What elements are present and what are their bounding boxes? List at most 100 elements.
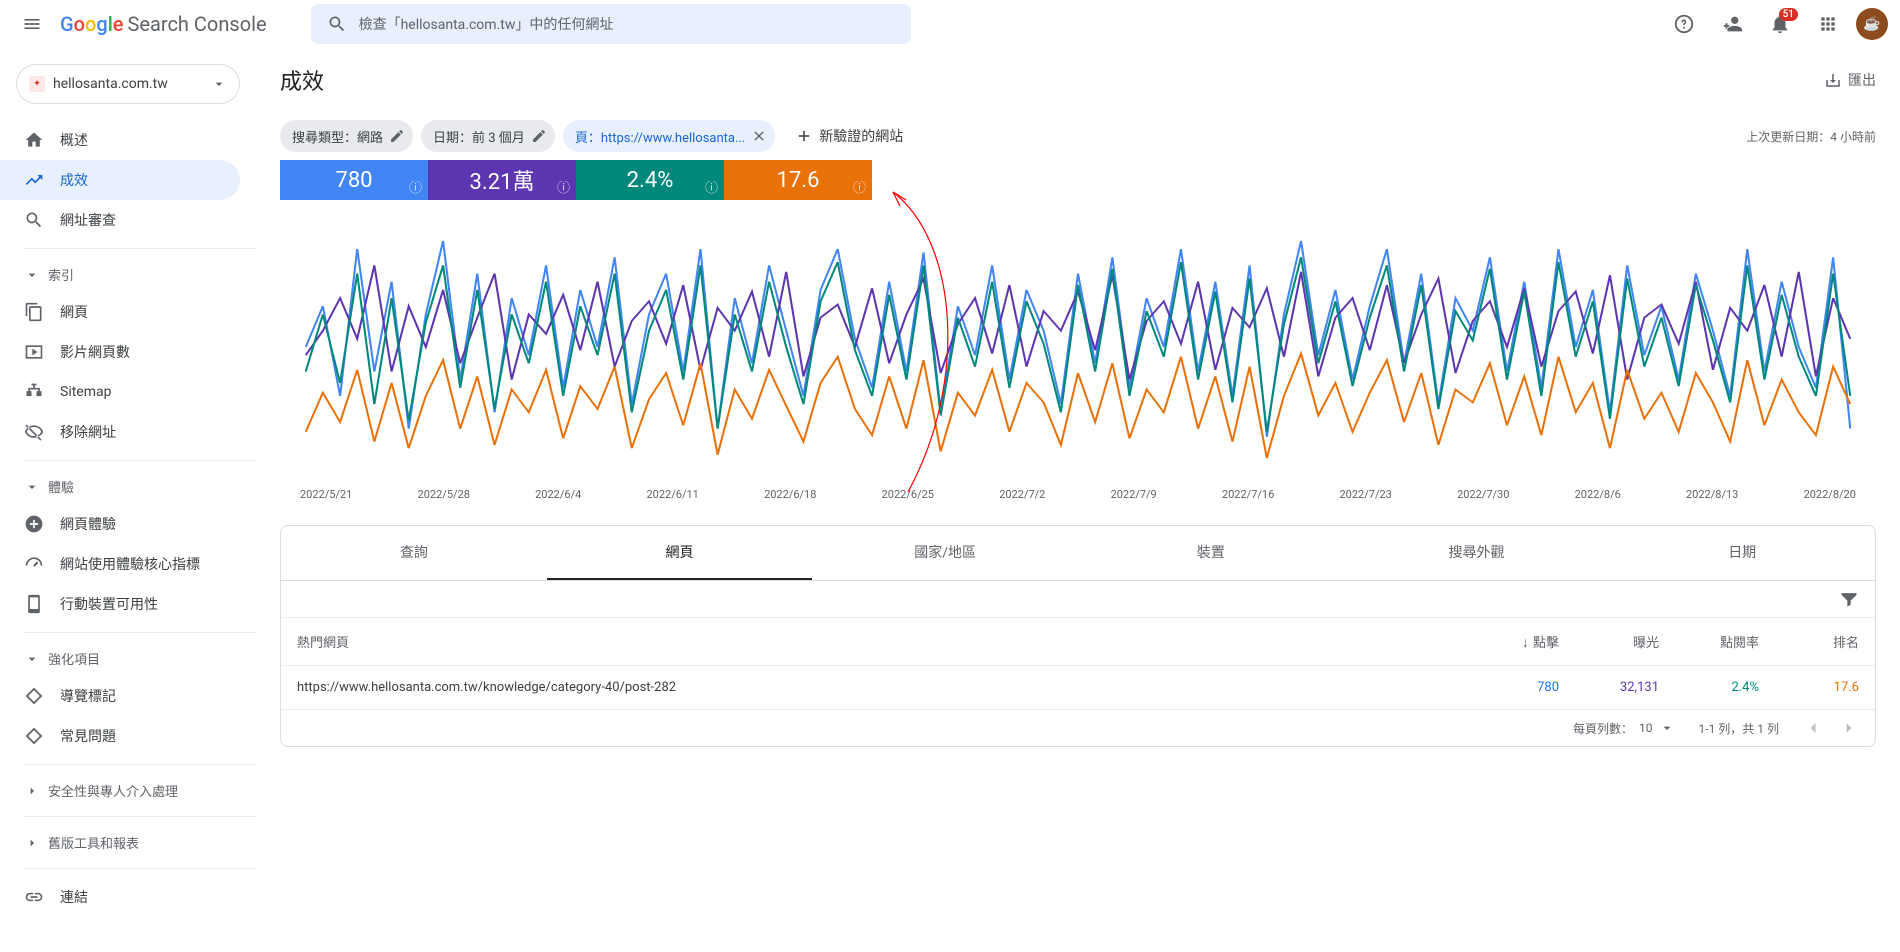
google-logo: Google [60,12,124,36]
product-logo[interactable]: Google Search Console [60,12,267,36]
help-button[interactable] [1664,4,1704,44]
nav-video[interactable]: 影片網頁數 [0,332,240,372]
nav-removals[interactable]: 移除網址 [0,412,240,452]
account-avatar[interactable]: ☕ [1856,8,1888,40]
property-selector[interactable]: ✦ hellosanta.com.tw [16,64,240,104]
add-filter-button[interactable]: 新驗證的網站 [783,126,915,146]
x-tick-label: 2022/6/18 [764,488,816,501]
search-icon [327,14,347,34]
help-icon[interactable]: ⓘ [853,177,866,196]
col-header-ctr[interactable]: 點閱率 [1659,632,1759,651]
x-tick-label: 2022/7/9 [1111,488,1157,501]
nav-mobile[interactable]: 行動裝置可用性 [0,584,240,624]
hamburger-menu[interactable] [12,4,52,44]
notif-badge: 51 [1779,8,1798,21]
pager-next[interactable] [1839,718,1859,738]
cell-pos: 17.6 [1759,680,1859,695]
notifications-button[interactable]: 51 [1760,4,1800,44]
nav-section-enhancements[interactable]: 強化項目 [0,641,256,676]
metric-card[interactable]: 780ⓘ [280,160,428,200]
help-icon[interactable]: ⓘ [557,177,570,196]
chevron-right-icon [1839,718,1859,738]
help-icon [1673,13,1695,35]
col-header-impr[interactable]: 曝光 [1559,632,1659,651]
tab[interactable]: 裝置 [1078,526,1344,580]
tab[interactable]: 搜尋外觀 [1344,526,1610,580]
filter-date[interactable]: 日期：前 3 個月 [421,120,555,152]
metric-value: 17.6 [777,168,820,193]
table-row[interactable]: https://www.hellosanta.com.tw/knowledge/… [281,666,1875,710]
nav-section-index[interactable]: 索引 [0,257,256,292]
nav-overview[interactable]: 概述 [0,120,240,160]
metrics-row: 780ⓘ 3.21萬 ⓘ 2.4% ⓘ 17.6 ⓘ [280,160,1876,200]
chevron-down-icon [24,267,40,283]
metric-card[interactable]: 17.6 ⓘ [724,160,872,200]
search-placeholder: 檢查「hellosanta.com.tw」中的任何網址 [359,14,614,34]
nav-performance[interactable]: 成效 [0,160,240,200]
apps-button[interactable] [1808,4,1848,44]
help-icon[interactable]: ⓘ [409,177,422,196]
tab[interactable]: 查詢 [281,526,547,580]
chart-series [306,354,1851,458]
nav-url-inspect[interactable]: 網址審查 [0,200,240,240]
nav-faq[interactable]: 常見問題 [0,716,240,756]
nav-divider [24,248,256,249]
people-button[interactable] [1712,4,1752,44]
col-header-clicks[interactable]: ↓點擊 [1459,632,1559,651]
tab[interactable]: 網頁 [547,526,813,580]
nav-sitemap[interactable]: Sitemap [0,372,240,412]
chart-x-axis: 2022/5/212022/5/282022/6/42022/6/112022/… [280,482,1876,501]
metric-value: 3.21萬 [470,164,535,196]
nav-pages[interactable]: 網頁 [0,292,240,332]
nav-cwv[interactable]: 網站使用體驗核心指標 [0,544,240,584]
cell-impr: 32,131 [1559,680,1659,695]
performance-chart[interactable]: 2022/5/212022/5/282022/6/42022/6/112022/… [280,212,1876,501]
x-tick-label: 2022/6/4 [535,488,581,501]
sitemap-icon [24,382,44,402]
metric-card[interactable]: 2.4% ⓘ [576,160,724,200]
trending-icon [24,170,44,190]
filter-search-type[interactable]: 搜尋類型：網路 [280,120,413,152]
metric-value: 2.4% [627,168,674,193]
x-tick-label: 2022/5/28 [418,488,470,501]
chevron-right-icon [24,783,40,799]
col-header-page[interactable]: 熱門網頁 [297,632,1459,651]
nav-section-experience[interactable]: 體驗 [0,469,256,504]
nav-legacy[interactable]: 舊版工具和報表 [0,825,256,860]
nav-links[interactable]: 連結 [0,877,240,917]
tab[interactable]: 國家/地區 [812,526,1078,580]
property-favicon: ✦ [29,76,45,92]
tab[interactable]: 日期 [1609,526,1875,580]
x-tick-label: 2022/8/6 [1575,488,1621,501]
cell-page: https://www.hellosanta.com.tw/knowledge/… [297,680,1459,695]
table-filter-button[interactable] [1839,589,1859,609]
rows-per-page[interactable]: 每頁列數： 10 [1573,720,1675,737]
close-icon[interactable] [751,128,767,144]
metric-card[interactable]: 3.21萬 ⓘ [428,160,576,200]
help-icon[interactable]: ⓘ [705,177,718,196]
phone-icon [24,594,44,614]
home-icon [24,130,44,150]
menu-icon [22,14,42,34]
plus-icon [795,127,813,145]
diamond-icon [24,686,44,706]
nav-page-experience[interactable]: 網頁體驗 [0,504,240,544]
col-header-pos[interactable]: 排名 [1759,632,1859,651]
x-tick-label: 2022/7/30 [1457,488,1509,501]
pager-prev[interactable] [1803,718,1823,738]
nav-security[interactable]: 安全性與專人介入處理 [0,773,256,808]
link-icon [24,887,44,907]
nav-breadcrumbs[interactable]: 導覽標記 [0,676,240,716]
nav-divider [24,764,256,765]
x-tick-label: 2022/6/25 [882,488,934,501]
x-tick-label: 2022/7/23 [1340,488,1392,501]
sort-down-icon: ↓ [1522,635,1529,651]
tabs: 查詢網頁國家/地區裝置搜尋外觀日期 [281,526,1875,581]
dimensions-card: 查詢網頁國家/地區裝置搜尋外觀日期 熱門網頁 ↓點擊 曝光 點閱率 排名 htt… [280,525,1876,747]
diamond-icon [24,726,44,746]
url-inspect-search[interactable]: 檢查「hellosanta.com.tw」中的任何網址 [311,4,911,44]
cell-clicks: 780 [1459,680,1559,695]
filter-page[interactable]: 頁：https://www.hellosanta... [563,120,775,152]
export-button[interactable]: 匯出 [1824,70,1876,90]
apps-icon [1818,14,1838,34]
